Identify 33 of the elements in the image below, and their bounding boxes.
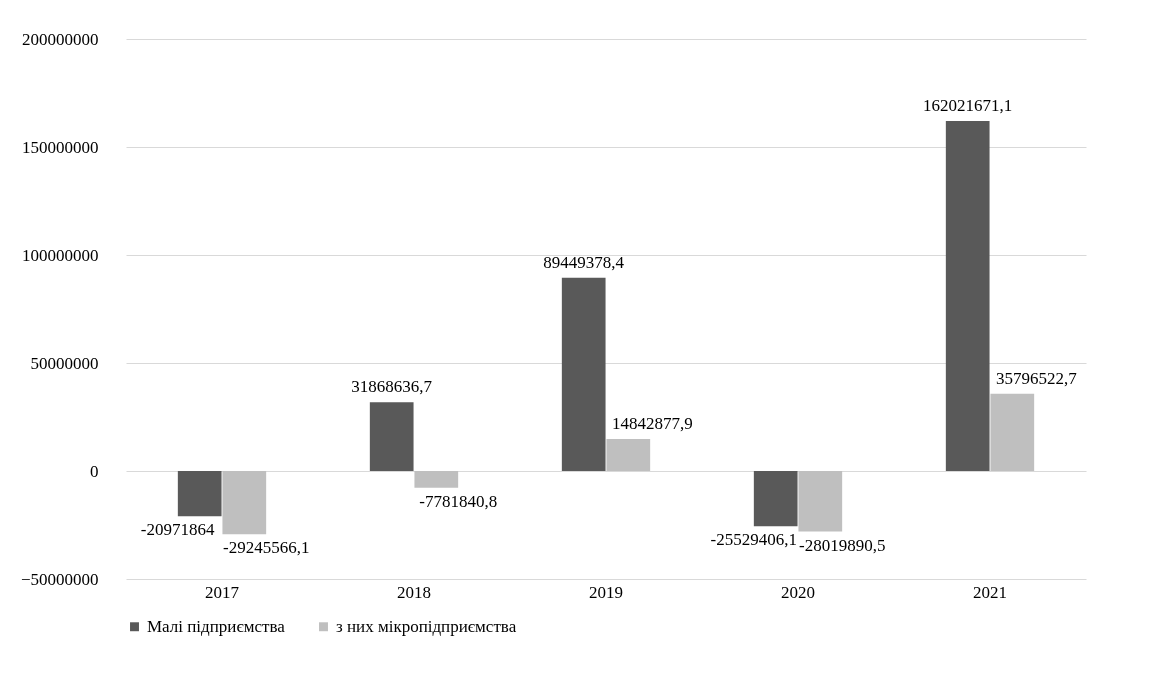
x-tick-label: 2018: [397, 582, 431, 602]
y-tick-label: 50000000: [30, 353, 99, 373]
data-label: -20971864: [140, 520, 216, 540]
data-label: -7781840,8: [419, 491, 498, 511]
data-label: -25529406,1: [710, 530, 797, 550]
bar: [222, 471, 267, 535]
bar: [414, 471, 459, 488]
bar: [177, 471, 222, 517]
bar: [990, 393, 1035, 471]
data-label: 89449378,4: [543, 252, 625, 272]
x-tick-label: 2020: [781, 582, 815, 602]
data-label: 162021671,1: [923, 96, 1013, 116]
x-tick-label: 2021: [973, 582, 1007, 602]
data-label: -28019890,5: [799, 535, 886, 555]
data-label: 31868636,7: [351, 377, 433, 397]
bar: [945, 121, 990, 471]
data-label: -29245566,1: [223, 538, 310, 558]
y-tick-label: −50000000: [20, 569, 99, 589]
x-tick-label: 2017: [205, 582, 240, 602]
data-label: 35796522,7: [995, 368, 1078, 388]
y-tick-label: 150000000: [22, 137, 99, 157]
y-tick-label: 100000000: [22, 245, 99, 265]
bar: [753, 471, 798, 527]
legend-label: Малі підприємства: [147, 616, 286, 636]
y-tick-label: 0: [90, 461, 99, 481]
x-tick-label: 2019: [589, 582, 623, 602]
legend-label: з них мікропідприємства: [336, 616, 517, 636]
bar: [561, 277, 606, 471]
bar: [369, 402, 414, 471]
y-tick-label: 200000000: [22, 29, 99, 49]
bar: [798, 471, 843, 532]
data-label: 14842877,9: [611, 413, 693, 433]
bar: [606, 438, 651, 471]
